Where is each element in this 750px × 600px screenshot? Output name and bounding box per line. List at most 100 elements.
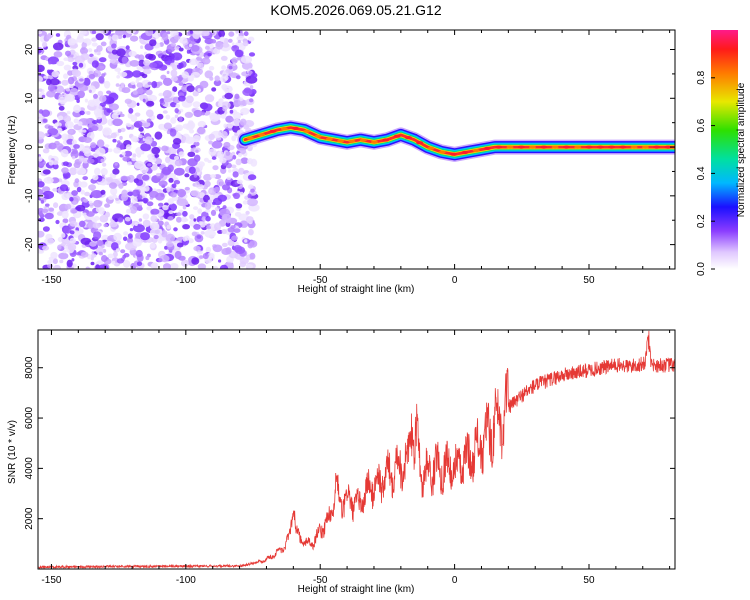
noise-blob <box>242 41 249 47</box>
spectrogram-y-axis: -20 -10 0 10 20 <box>24 44 675 270</box>
noise-blob <box>72 61 78 66</box>
noise-blob <box>120 175 129 181</box>
noise-blob <box>111 242 119 251</box>
noise-blob <box>53 264 61 269</box>
noise-blob <box>113 232 122 241</box>
noise-blob <box>45 203 50 207</box>
noise-blob <box>91 125 99 131</box>
noise-blob <box>67 38 77 46</box>
noise-blob <box>38 181 45 188</box>
noise-blob <box>238 30 243 34</box>
noise-blob <box>156 172 161 177</box>
noise-blob <box>182 210 188 217</box>
noise-blob <box>61 79 69 86</box>
noise-blob <box>140 143 152 152</box>
trace-bead <box>427 146 435 150</box>
noise-blob <box>173 180 181 185</box>
noise-blob <box>69 237 77 244</box>
noise-blob <box>92 222 101 229</box>
noise-blob <box>87 85 96 94</box>
noise-blob <box>114 162 118 166</box>
noise-blob <box>97 264 109 269</box>
colorbar: 0.0 0.2 0.4 0.6 0.8 Normalized spectral ampl… <box>696 30 747 276</box>
noise-blob <box>231 42 235 46</box>
noise-blob <box>204 94 215 103</box>
noise-blob <box>138 218 143 222</box>
trace-bead <box>596 145 604 149</box>
noise-blob <box>105 211 110 218</box>
colorbar-tick-label: 0.2 <box>696 214 707 228</box>
noise-blob <box>182 123 190 129</box>
noise-blob <box>212 265 219 269</box>
trace-bead <box>619 145 627 149</box>
noise-blob <box>196 250 203 255</box>
noise-blob <box>108 148 113 153</box>
noise-blob <box>227 38 233 43</box>
noise-blob <box>161 230 168 238</box>
noise-blob <box>217 151 225 159</box>
noise-blob <box>196 235 202 239</box>
noise-blob <box>121 87 131 94</box>
noise-blob <box>221 131 228 139</box>
noise-blob <box>185 95 194 104</box>
noise-blob <box>109 103 119 111</box>
noise-blob <box>193 109 203 118</box>
trace-bead <box>641 145 649 149</box>
noise-blob <box>215 42 224 50</box>
noise-blob <box>121 193 129 202</box>
noise-blob <box>134 222 138 226</box>
noise-blob <box>134 120 143 128</box>
noise-blob <box>206 252 215 260</box>
noise-blob <box>94 167 101 176</box>
noise-blob <box>104 144 110 148</box>
trace-bead <box>585 145 593 149</box>
noise-blob <box>69 230 75 235</box>
noise-blob <box>91 30 97 34</box>
noise-blob <box>38 188 44 196</box>
x-tick-label: -150 <box>41 575 61 586</box>
noise-blob <box>249 98 254 103</box>
noise-blob <box>162 110 168 114</box>
noise-blob <box>55 85 64 94</box>
noise-blob <box>81 41 87 49</box>
noise-blob <box>66 110 71 115</box>
noise-blob <box>79 110 85 116</box>
noise-blob <box>166 31 171 35</box>
noise-blob <box>159 216 164 221</box>
noise-blob <box>181 216 187 223</box>
snr-x-axis: -150 -100 -50 0 50 <box>41 330 671 586</box>
noise-blob <box>58 105 65 111</box>
noise-blob <box>227 240 235 246</box>
noise-blob <box>46 69 51 74</box>
noise-blob <box>182 205 187 210</box>
noise-blob <box>121 151 126 156</box>
noise-blob <box>99 95 107 103</box>
noise-blob <box>57 127 63 133</box>
noise-blob <box>96 139 105 148</box>
noise-blob <box>93 199 103 208</box>
noise-blob <box>141 187 147 192</box>
noise-blob <box>236 35 245 42</box>
noise-blob <box>109 58 117 64</box>
noise-blob <box>225 247 232 255</box>
noise-blob <box>209 112 218 119</box>
noise-blob <box>153 234 159 240</box>
noise-blob <box>234 93 240 100</box>
x-tick-label: 0 <box>452 275 458 286</box>
noise-blob <box>132 70 142 78</box>
noise-blob <box>122 260 131 268</box>
noise-blob <box>246 264 254 269</box>
noise-blob <box>232 171 239 178</box>
noise-blob <box>242 88 253 97</box>
x-tick-label: -150 <box>41 275 61 286</box>
noise-blob <box>131 156 137 162</box>
noise-blob <box>79 181 88 188</box>
noise-blob <box>192 101 201 108</box>
noise-blob <box>74 178 80 184</box>
noise-blob <box>198 62 204 68</box>
noise-blob <box>186 85 195 93</box>
noise-blob <box>52 258 58 265</box>
noise-blob <box>231 235 238 241</box>
noise-blob <box>100 158 105 163</box>
